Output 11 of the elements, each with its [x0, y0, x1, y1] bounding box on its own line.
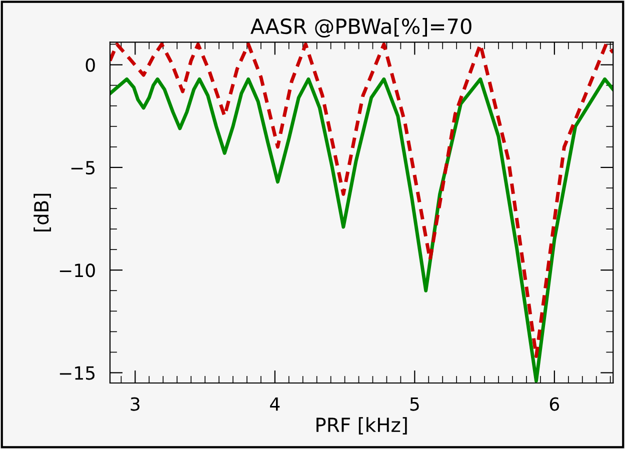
y-tick-label: −15	[60, 366, 95, 380]
x-tick-label: 5	[410, 397, 419, 411]
x-tick-label: 3	[130, 397, 140, 411]
y-axis-title: [dB]	[34, 194, 51, 232]
y-tick-label: 0	[86, 58, 95, 72]
y-tick-label: −10	[60, 264, 95, 278]
x-tick-label: 4	[270, 397, 280, 411]
x-axis-title: PRF [kHz]	[316, 417, 407, 434]
y-tick-label: −5	[71, 161, 95, 175]
x-tick-label: 6	[550, 397, 560, 411]
chart-title: AASR @PBWa[%]=70	[250, 18, 472, 38]
